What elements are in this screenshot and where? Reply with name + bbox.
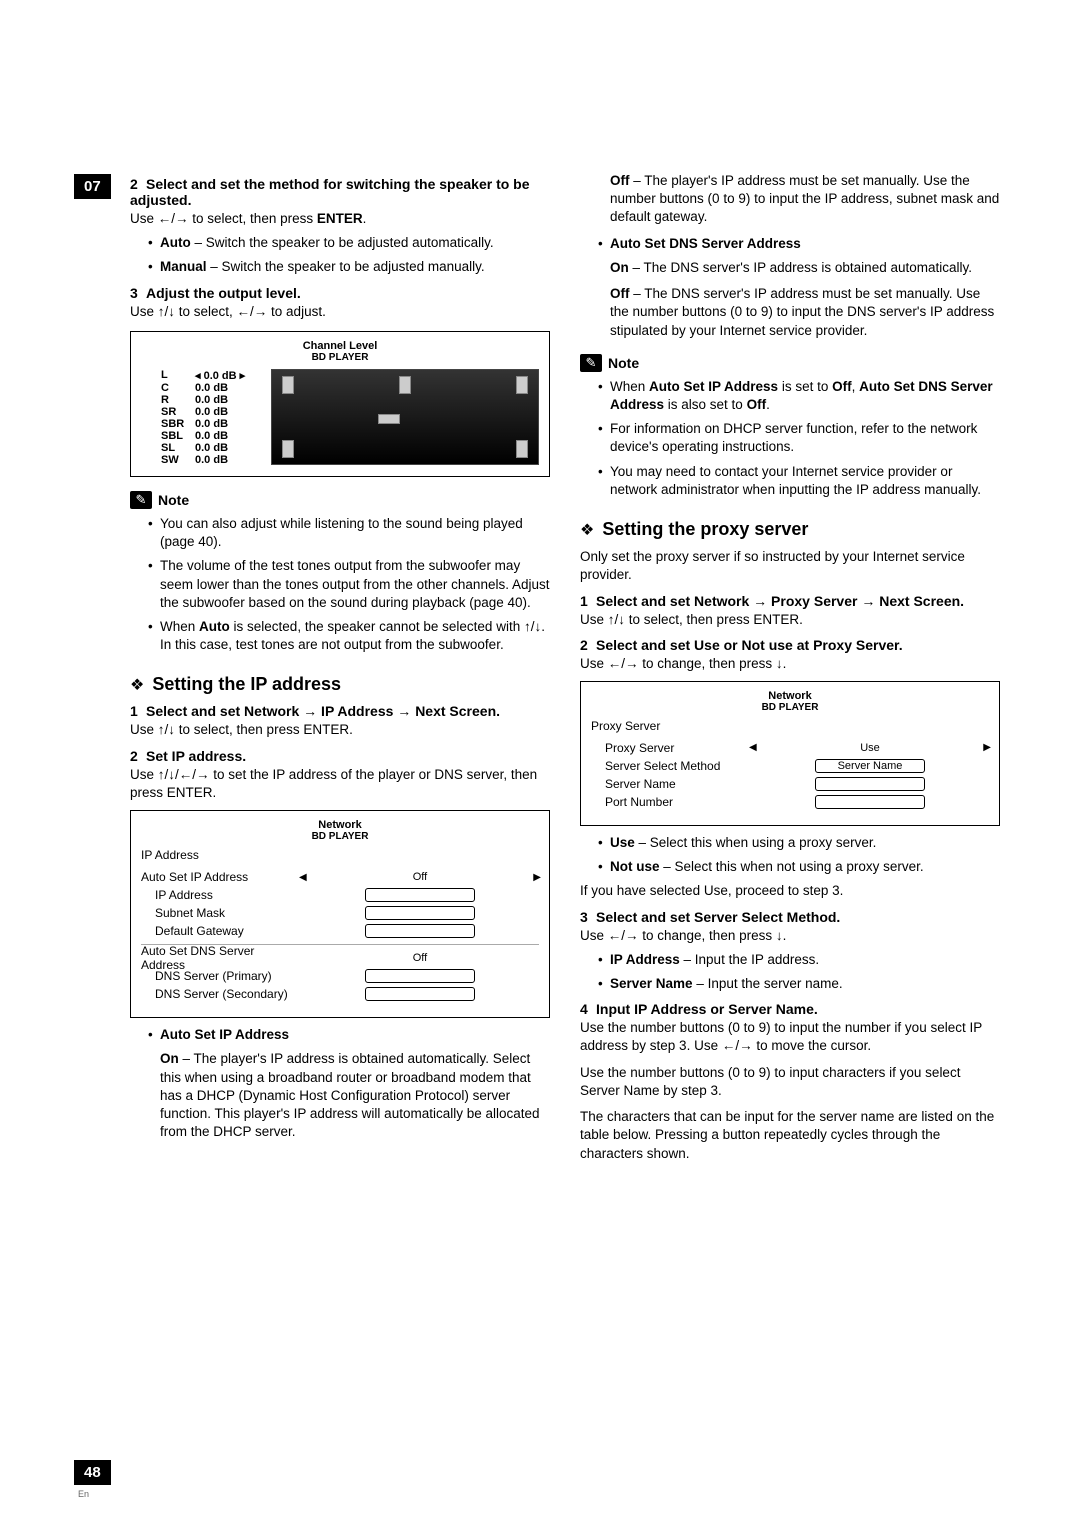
ip-heading: Setting the IP address (152, 674, 341, 695)
auto-option: Auto – Switch the speaker to be adjusted… (148, 234, 550, 252)
proxy-step2: 2Select and set Use or Not use at Proxy … (580, 637, 1000, 653)
manual-option: Manual – Switch the speaker to be adjust… (148, 258, 550, 276)
notuse-option: Not use – Select this when not using a p… (598, 858, 1000, 876)
config-row: Auto Set DNS Server AddressOff (141, 949, 539, 967)
use-option: Use – Select this when using a proxy ser… (598, 834, 1000, 852)
network-box: Network BD PLAYER IP Address Auto Set IP… (130, 810, 550, 1018)
auto-dns-label: Auto Set DNS Server Address (598, 235, 1000, 253)
ip-step2-body: Use ↑/↓/←/→ to set the IP address of the… (130, 766, 550, 802)
config-row: Server Select MethodServer Name (591, 757, 989, 775)
ip-step2: 2Set IP address. (130, 748, 550, 764)
note-label: Note (608, 355, 639, 371)
note-icon: ✎ (130, 491, 152, 509)
note-icon: ✎ (580, 354, 602, 372)
note-item: You can also adjust while listening to t… (148, 515, 550, 551)
proxy-step3: 3Select and set Server Select Method. (580, 909, 1000, 925)
note-item: When Auto Set IP Address is set to Off, … (598, 378, 1000, 414)
proxy-intro: Only set the proxy server if so instruct… (580, 548, 1000, 584)
note-item: You may need to contact your Internet se… (598, 463, 1000, 499)
proxy-step3-body: Use ←/→ to change, then press ↓. (580, 927, 1000, 945)
config-row: Port Number (591, 793, 989, 811)
channel-row: SW0.0 dB (161, 454, 251, 466)
config-row: DNS Server (Secondary) (141, 985, 539, 1003)
diagram-subtitle: BD PLAYER (141, 352, 539, 363)
ip-address-opt: IP Address – Input the IP address. (598, 951, 1000, 969)
diamond-icon: ❖ (580, 520, 594, 540)
step3-instruction: Use ↑/↓ to select, ←/→ to adjust. (130, 303, 550, 321)
network-heading: IP Address (141, 848, 539, 862)
on-description: On – The player's IP address is obtained… (160, 1050, 550, 1141)
channel-row: R0.0 dB (161, 394, 251, 406)
ip-step1-body: Use ↑/↓ to select, then press ENTER. (130, 721, 550, 739)
if-use: If you have selected Use, proceed to ste… (580, 882, 1000, 900)
ip-step1: 1Select and set Network → IP Address → N… (130, 703, 550, 719)
step2-title: 2Select and set the method for switching… (130, 176, 550, 208)
config-row: Subnet Mask (141, 904, 539, 922)
dns-on: On – The DNS server's IP address is obta… (610, 259, 1000, 277)
diagram-title: Channel Level (141, 340, 539, 352)
note-item: The volume of the test tones output from… (148, 557, 550, 612)
config-row: Auto Set IP Address◀Off▶ (141, 868, 539, 886)
note-item: When Auto is selected, the speaker canno… (148, 618, 550, 654)
step2-instruction: Use ←/→ to select, then press ENTER. (130, 210, 550, 228)
proxy-step1-body: Use ↑/↓ to select, then press ENTER. (580, 611, 1000, 629)
proxy-step4: 4Input IP Address or Server Name. (580, 1001, 1000, 1017)
note-label: Note (158, 492, 189, 508)
channel-table: L◂ 0.0 dB ▸C0.0 dBR0.0 dBSR0.0 dBSBR0.0 … (141, 369, 251, 466)
step4-body1: Use the number buttons (0 to 9) to input… (580, 1019, 1000, 1055)
proxy-box: Network BD PLAYER Proxy Server Proxy Ser… (580, 681, 1000, 826)
step4-body3: The characters that can be input for the… (580, 1108, 1000, 1163)
config-row: Proxy Server◀Use▶ (591, 739, 989, 757)
chapter-badge: 07 (74, 174, 111, 199)
proxy-heading: Setting the proxy server (602, 519, 808, 540)
right-column: Off – The player's IP address must be se… (580, 170, 1000, 1163)
note-list: When Auto Set IP Address is set to Off, … (598, 378, 1000, 499)
off-description: Off – The player's IP address must be se… (610, 172, 1000, 227)
channel-row: L◂ 0.0 dB ▸ (161, 369, 251, 382)
step3-title: 3Adjust the output level. (130, 285, 550, 301)
channel-level-diagram: Channel Level BD PLAYER L◂ 0.0 dB ▸C0.0 … (130, 331, 550, 477)
left-column: 2Select and set the method for switching… (130, 170, 550, 1163)
config-row: IP Address (141, 886, 539, 904)
note-item: For information on DHCP server function,… (598, 420, 1000, 456)
channel-row: SBR0.0 dB (161, 418, 251, 430)
language-mark: En (78, 1489, 89, 1499)
proxy-step1: 1Select and set Network → Proxy Server →… (580, 593, 1000, 609)
channel-row: SR0.0 dB (161, 406, 251, 418)
channel-row: SBL0.0 dB (161, 430, 251, 442)
page-number: 48 (74, 1460, 111, 1485)
proxy-step2-body: Use ←/→ to change, then press ↓. (580, 655, 1000, 673)
diamond-icon: ❖ (130, 675, 144, 695)
auto-set-ip: Auto Set IP Address (148, 1026, 550, 1044)
step4-body2: Use the number buttons (0 to 9) to input… (580, 1064, 1000, 1100)
note-list: You can also adjust while listening to t… (148, 515, 550, 655)
proxy-box-heading: Proxy Server (591, 719, 989, 733)
server-name-opt: Server Name – Input the server name. (598, 975, 1000, 993)
dns-off: Off – The DNS server's IP address must b… (610, 285, 1000, 340)
channel-row: SL0.0 dB (161, 442, 251, 454)
channel-row: C0.0 dB (161, 382, 251, 394)
config-row: Server Name (591, 775, 989, 793)
speaker-stage (271, 369, 539, 465)
config-row: DNS Server (Primary) (141, 967, 539, 985)
config-row: Default Gateway (141, 922, 539, 940)
